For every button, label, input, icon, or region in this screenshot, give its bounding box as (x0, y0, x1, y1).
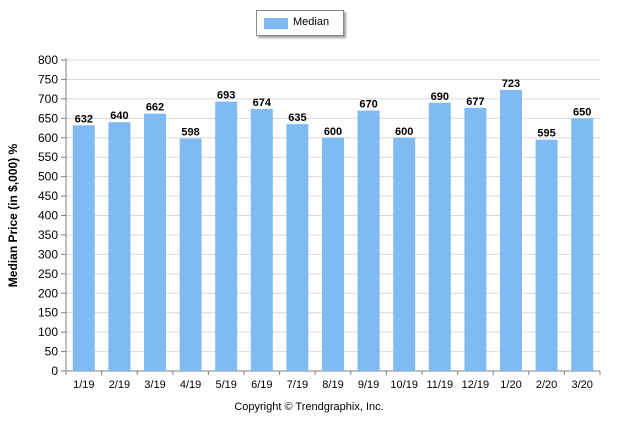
y-tick-label: 350 (38, 228, 58, 242)
x-tick-label: 1/19 (73, 379, 94, 391)
x-tick-label: 4/19 (180, 379, 201, 391)
bar (393, 137, 416, 371)
bar (215, 101, 238, 371)
x-tick-label: 3/20 (571, 379, 592, 391)
bar (464, 107, 487, 371)
data-label: 640 (110, 110, 128, 122)
bar (428, 102, 451, 371)
y-tick-label: 800 (38, 53, 58, 67)
bar (144, 113, 166, 372)
data-label: 690 (431, 91, 449, 103)
x-tick-label: 12/19 (462, 379, 490, 391)
x-tick-label: 7/19 (287, 379, 308, 391)
y-tick-label: 550 (38, 150, 58, 164)
y-tick-label: 300 (38, 247, 58, 261)
data-label: 670 (359, 99, 377, 111)
data-label: 635 (288, 112, 306, 124)
y-tick-label: 0 (51, 364, 58, 378)
y-tick-label: 600 (38, 131, 58, 145)
x-tick-label: 11/19 (426, 379, 453, 391)
bar (72, 125, 95, 371)
x-tick-label: 8/19 (322, 379, 343, 391)
x-tick-label: 6/19 (251, 379, 272, 391)
bar (322, 137, 344, 371)
y-tick-label: 450 (38, 189, 58, 203)
data-label: 662 (146, 102, 164, 114)
bar (286, 124, 309, 371)
y-tick-label: 750 (38, 72, 58, 86)
data-label: 674 (253, 97, 272, 109)
bar (535, 139, 558, 371)
bar (500, 89, 522, 371)
copyright-text: Copyright © Trendgraphix, Inc. (234, 401, 384, 413)
legend-swatch (264, 18, 288, 29)
legend: Median (256, 10, 344, 36)
x-tick-label: 3/19 (144, 379, 165, 391)
data-label: 693 (217, 90, 235, 102)
bar (357, 110, 380, 371)
x-tick-label: 10/19 (390, 379, 418, 391)
bar (179, 138, 202, 371)
x-tick-label: 2/19 (109, 379, 130, 391)
y-tick-label: 650 (38, 111, 58, 125)
data-label: 595 (537, 128, 555, 140)
data-label: 600 (395, 126, 413, 138)
y-tick-label: 700 (38, 92, 58, 106)
y-axis-title: Median Price (in $,000) % (6, 143, 20, 287)
copyright-footer: Copyright © Trendgraphix, Inc. (0, 401, 618, 413)
y-tick-label: 250 (38, 267, 58, 281)
y-tick-label: 200 (38, 286, 58, 300)
y-tick-label: 500 (38, 170, 58, 184)
y-tick-label: 150 (38, 306, 58, 320)
y-tick-label: 50 (45, 345, 59, 359)
data-label: 632 (75, 113, 93, 125)
data-label: 677 (466, 96, 484, 108)
bar (108, 122, 131, 371)
data-label: 600 (324, 126, 342, 138)
x-tick-label: 2/20 (536, 379, 557, 391)
x-tick-label: 1/20 (500, 379, 521, 391)
x-tick-label: 5/19 (215, 379, 236, 391)
legend-label-median: Median (293, 16, 330, 28)
data-label: 723 (502, 78, 520, 90)
data-label: 650 (573, 106, 591, 118)
x-tick-label: 9/19 (358, 379, 379, 391)
bar (250, 108, 273, 372)
y-tick-label: 100 (38, 325, 58, 339)
data-label: 598 (181, 127, 199, 139)
bar (571, 118, 594, 371)
y-tick-label: 400 (38, 209, 58, 223)
